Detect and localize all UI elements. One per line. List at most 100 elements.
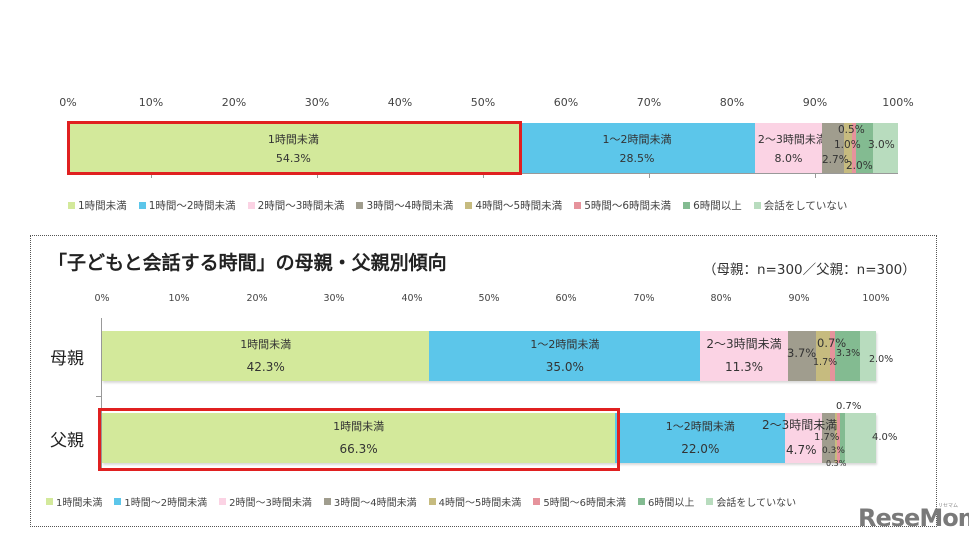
segment-value: 8.0% [774, 152, 803, 165]
value-4-5h: 1.0% [834, 139, 861, 151]
legend-label: 5時間～6時間未満 [584, 200, 672, 212]
tick-label: 20% [246, 293, 268, 304]
segment-6h-plus [856, 123, 874, 173]
segment-name: 1時間未満 [333, 420, 385, 433]
top-stacked-bar: 1時間未満 54.3% 1～2時間未満 28.5% 2～3時間未満 8.0% [68, 123, 898, 173]
segment-none [844, 413, 876, 463]
tick-label: 20% [221, 96, 247, 109]
tick-label: 70% [636, 96, 662, 109]
legend-label: 5時間～6時間未満 [543, 498, 627, 509]
legend-item: 1時間未満 [68, 198, 127, 213]
segment-3-4h [821, 413, 835, 463]
axis-tick [815, 173, 816, 178]
segment-value: 35.0% [545, 360, 584, 374]
legend-swatch [68, 202, 75, 209]
legend-swatch [219, 498, 227, 505]
segment-4-5h [816, 331, 830, 381]
legend-label: 3時間～4時間未満 [366, 200, 454, 212]
tick-label: 50% [470, 96, 496, 109]
legend-swatch [574, 202, 582, 209]
legend-label: 4時間～5時間未満 [438, 498, 522, 509]
segment-1-2h: 1～2時間未満 28.5% [518, 123, 756, 173]
segment-value: 54.3% [275, 152, 311, 165]
legend-item: 5時間～6時間未満 [574, 198, 671, 213]
axis-tick [317, 173, 318, 178]
segment-value: 28.5% [619, 152, 655, 165]
legend-label: 1時間未満 [78, 200, 127, 212]
father-value-none: 4.0% [872, 432, 898, 443]
highlight-box-lt1h [67, 121, 522, 175]
segment-name: 2～3時間未満 [757, 133, 827, 146]
segment-none [860, 331, 876, 381]
legend-swatch [638, 498, 646, 505]
value-none: 3.0% [868, 139, 895, 151]
father-name-2-3h: 2～3時間未満 [762, 418, 838, 432]
tick-label: 40% [401, 293, 423, 304]
legend-swatch [533, 498, 541, 505]
value-5-6h: 0.5% [838, 124, 865, 136]
tick-label: 40% [387, 96, 413, 109]
legend-item: 会話をしていない [706, 494, 796, 509]
legend-label: 6時間以上 [648, 498, 695, 509]
tick-label: 80% [710, 293, 732, 304]
father-value-5-6h: 0.3% [826, 459, 847, 468]
tick-label: 80% [719, 96, 745, 109]
comparison-panel [30, 235, 937, 527]
legend-swatch [706, 498, 714, 505]
legend-label: 1時間～2時間未満 [148, 200, 236, 212]
category-axis-line [101, 318, 102, 470]
legend-item: 1時間未満 [46, 494, 102, 509]
father-value-3-4h: 1.7% [814, 432, 840, 443]
segment-name: 1時間未満 [240, 338, 292, 351]
legend-label: 2時間～3時間未満 [229, 498, 312, 509]
value-6h-plus: 2.0% [846, 160, 873, 172]
tick-label: 10% [168, 293, 190, 304]
tick-label: 100% [862, 293, 890, 304]
axis-tick [649, 173, 650, 178]
tick-label: 30% [323, 293, 345, 304]
legend-swatch [46, 498, 53, 505]
legend-swatch [753, 202, 761, 209]
tick-label: 100% [882, 96, 914, 109]
legend-item: 2時間～3時間未満 [247, 198, 344, 213]
father-stacked-bar: 1時間未満 66.3% 1～2時間未満 22.0% [102, 413, 876, 463]
resemom-kana: リセマム [938, 503, 959, 509]
legend-swatch [114, 498, 122, 505]
legend-label: 6時間以上 [693, 200, 742, 212]
segment-name: 1～2時間未満 [530, 338, 600, 351]
tick-label: 30% [304, 96, 330, 109]
legend-label: 1時間～2時間未満 [124, 498, 208, 509]
segment-2-3h [785, 413, 822, 463]
top-legend: 1時間未満 1時間～2時間未満 2時間～3時間未満 3時間～4時間未満 4時間～… [68, 198, 859, 213]
legend-item: 4時間～5時間未満 [428, 494, 522, 509]
legend-swatch [323, 498, 331, 505]
segment-name: 1～2時間未満 [665, 420, 735, 433]
segment-4-5h [834, 413, 838, 463]
tick-label: 0% [59, 96, 77, 109]
segment-lt1h: 1時間未満 42.3% [102, 331, 430, 381]
resemom-logo: ReseMom [858, 504, 969, 532]
legend-item: 会話をしていない [753, 198, 847, 213]
mother-value-none: 2.0% [869, 354, 894, 365]
mother-value-6h-plus: 3.3% [836, 348, 861, 359]
legend-item: 2時間～3時間未満 [219, 494, 312, 509]
legend-swatch [247, 202, 255, 209]
segment-lt1h: 1時間未満 66.3% [102, 413, 616, 463]
segment-value: 66.3% [339, 442, 378, 456]
tick-label: 10% [138, 96, 164, 109]
legend-item: 3時間～4時間未満 [356, 198, 453, 213]
segment-4-5h [844, 123, 853, 173]
tick-label: 90% [788, 293, 810, 304]
sample-size-note: （母親：n=300／父親：n=300） [703, 262, 916, 278]
segment-1-2h: 1～2時間未満 22.0% [615, 413, 786, 463]
tick-label: 50% [478, 293, 500, 304]
segment-value: 22.0% [681, 442, 720, 456]
chart-title: 「子どもと会話する時間」の母親・父親別傾向 [48, 252, 447, 274]
legend-swatch [428, 498, 436, 505]
father-value-6h-plus: 0.7% [836, 401, 862, 412]
segment-5-6h [852, 123, 857, 173]
segment-2-3h: 2～3時間未満 11.3% [700, 331, 788, 381]
segment-name: 1～2時間未満 [602, 133, 672, 146]
mother-value-5-6h: 0.7% [817, 336, 847, 350]
tick-label: 60% [553, 96, 579, 109]
